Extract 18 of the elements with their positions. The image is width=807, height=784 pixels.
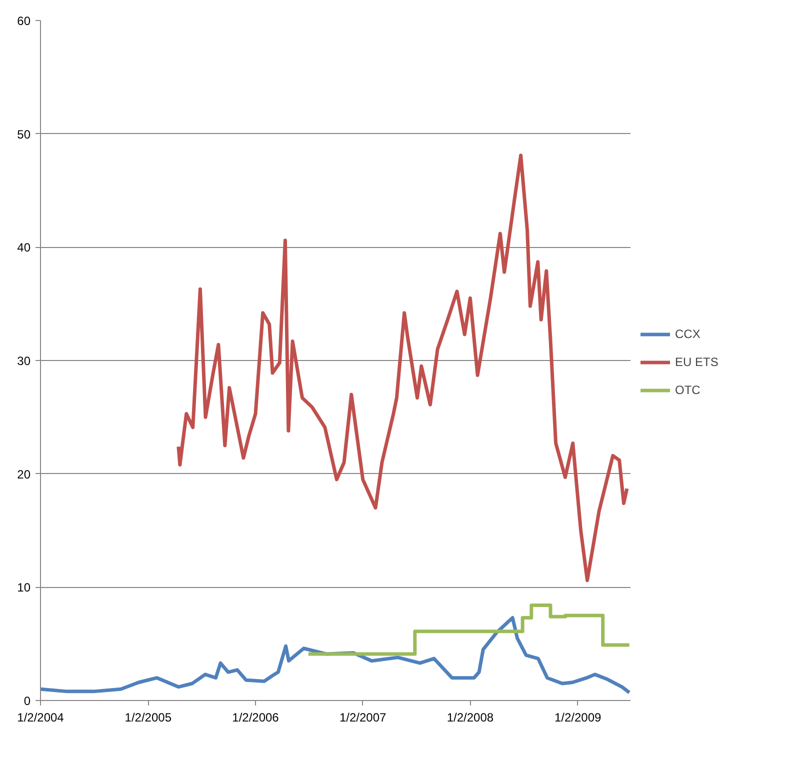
x-tick-label: 1/2/2007 — [339, 710, 387, 724]
y-tick-label: 20 — [17, 467, 31, 482]
legend-label: EU ETS — [675, 355, 718, 369]
legend-label: CCX — [675, 327, 700, 341]
x-tick-label: 1/2/2004 — [17, 710, 64, 724]
x-tick-label: 1/2/2008 — [446, 710, 494, 724]
y-tick-label: 10 — [17, 580, 31, 595]
x-tick-label: 1/2/2006 — [232, 710, 280, 724]
legend-label: OTC — [675, 383, 700, 397]
y-tick-label: 0 — [24, 694, 31, 708]
x-tick-label: 1/2/2009 — [554, 710, 602, 724]
y-tick-label: 40 — [17, 240, 31, 255]
line-series — [40, 616, 630, 694]
y-tick-label: 60 — [17, 14, 31, 28]
y-tick-label: 50 — [17, 127, 31, 142]
y-tick-label: 30 — [17, 354, 31, 368]
x-tick-label: 1/2/2005 — [124, 710, 172, 724]
line-series — [176, 154, 629, 582]
